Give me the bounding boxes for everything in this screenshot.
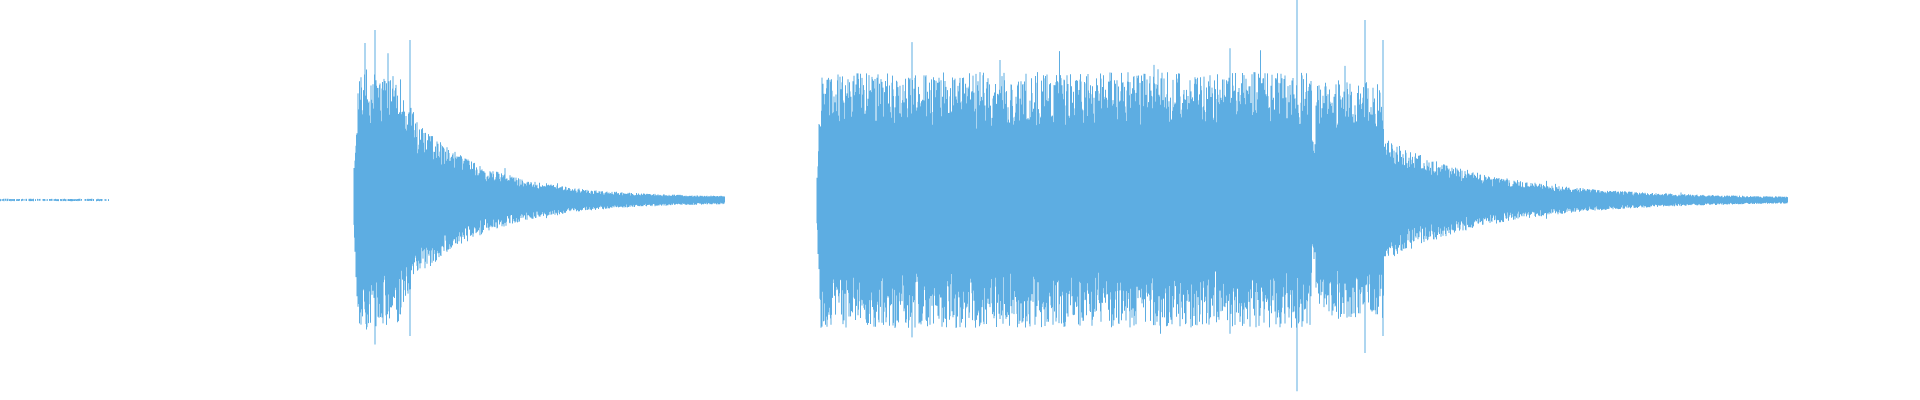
waveform-path: [0, 0, 1788, 392]
